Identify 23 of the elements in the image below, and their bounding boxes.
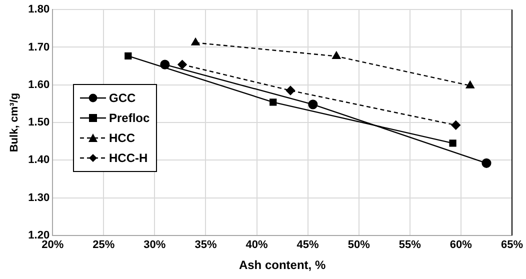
- x-tick-label: 55%: [398, 239, 422, 252]
- legend-label: GCC: [109, 91, 136, 105]
- x-tick-label: 25%: [92, 239, 115, 252]
- x-tick-label: 20%: [42, 239, 64, 252]
- x-tick-label: 45%: [296, 239, 320, 252]
- x-tick-label: 30%: [144, 239, 166, 252]
- legend-label: HCC: [109, 131, 135, 145]
- y-axis-title: Bulk, cm³/g: [8, 92, 21, 152]
- x-tick-label: 35%: [194, 239, 217, 252]
- y-tick-label: 1.40: [28, 154, 50, 166]
- y-tick-label: 1.70: [28, 41, 50, 54]
- x-tick-label: 40%: [246, 239, 268, 252]
- x-axis-title: Ash content, %: [238, 258, 326, 272]
- x-tick-label: 60%: [450, 239, 472, 252]
- x-tick-label: 50%: [348, 239, 370, 252]
- y-tick-label: 1.30: [28, 192, 50, 204]
- y-tick-label: 1.80: [28, 4, 50, 16]
- legend-label: Prefloc: [109, 111, 150, 125]
- y-tick-label: 1.20: [28, 229, 50, 242]
- y-tick-label: 1.50: [28, 116, 50, 129]
- legend-label: HCC-H: [109, 151, 148, 165]
- y-tick-label: 1.60: [28, 78, 50, 91]
- x-tick-label: 65%: [500, 239, 524, 252]
